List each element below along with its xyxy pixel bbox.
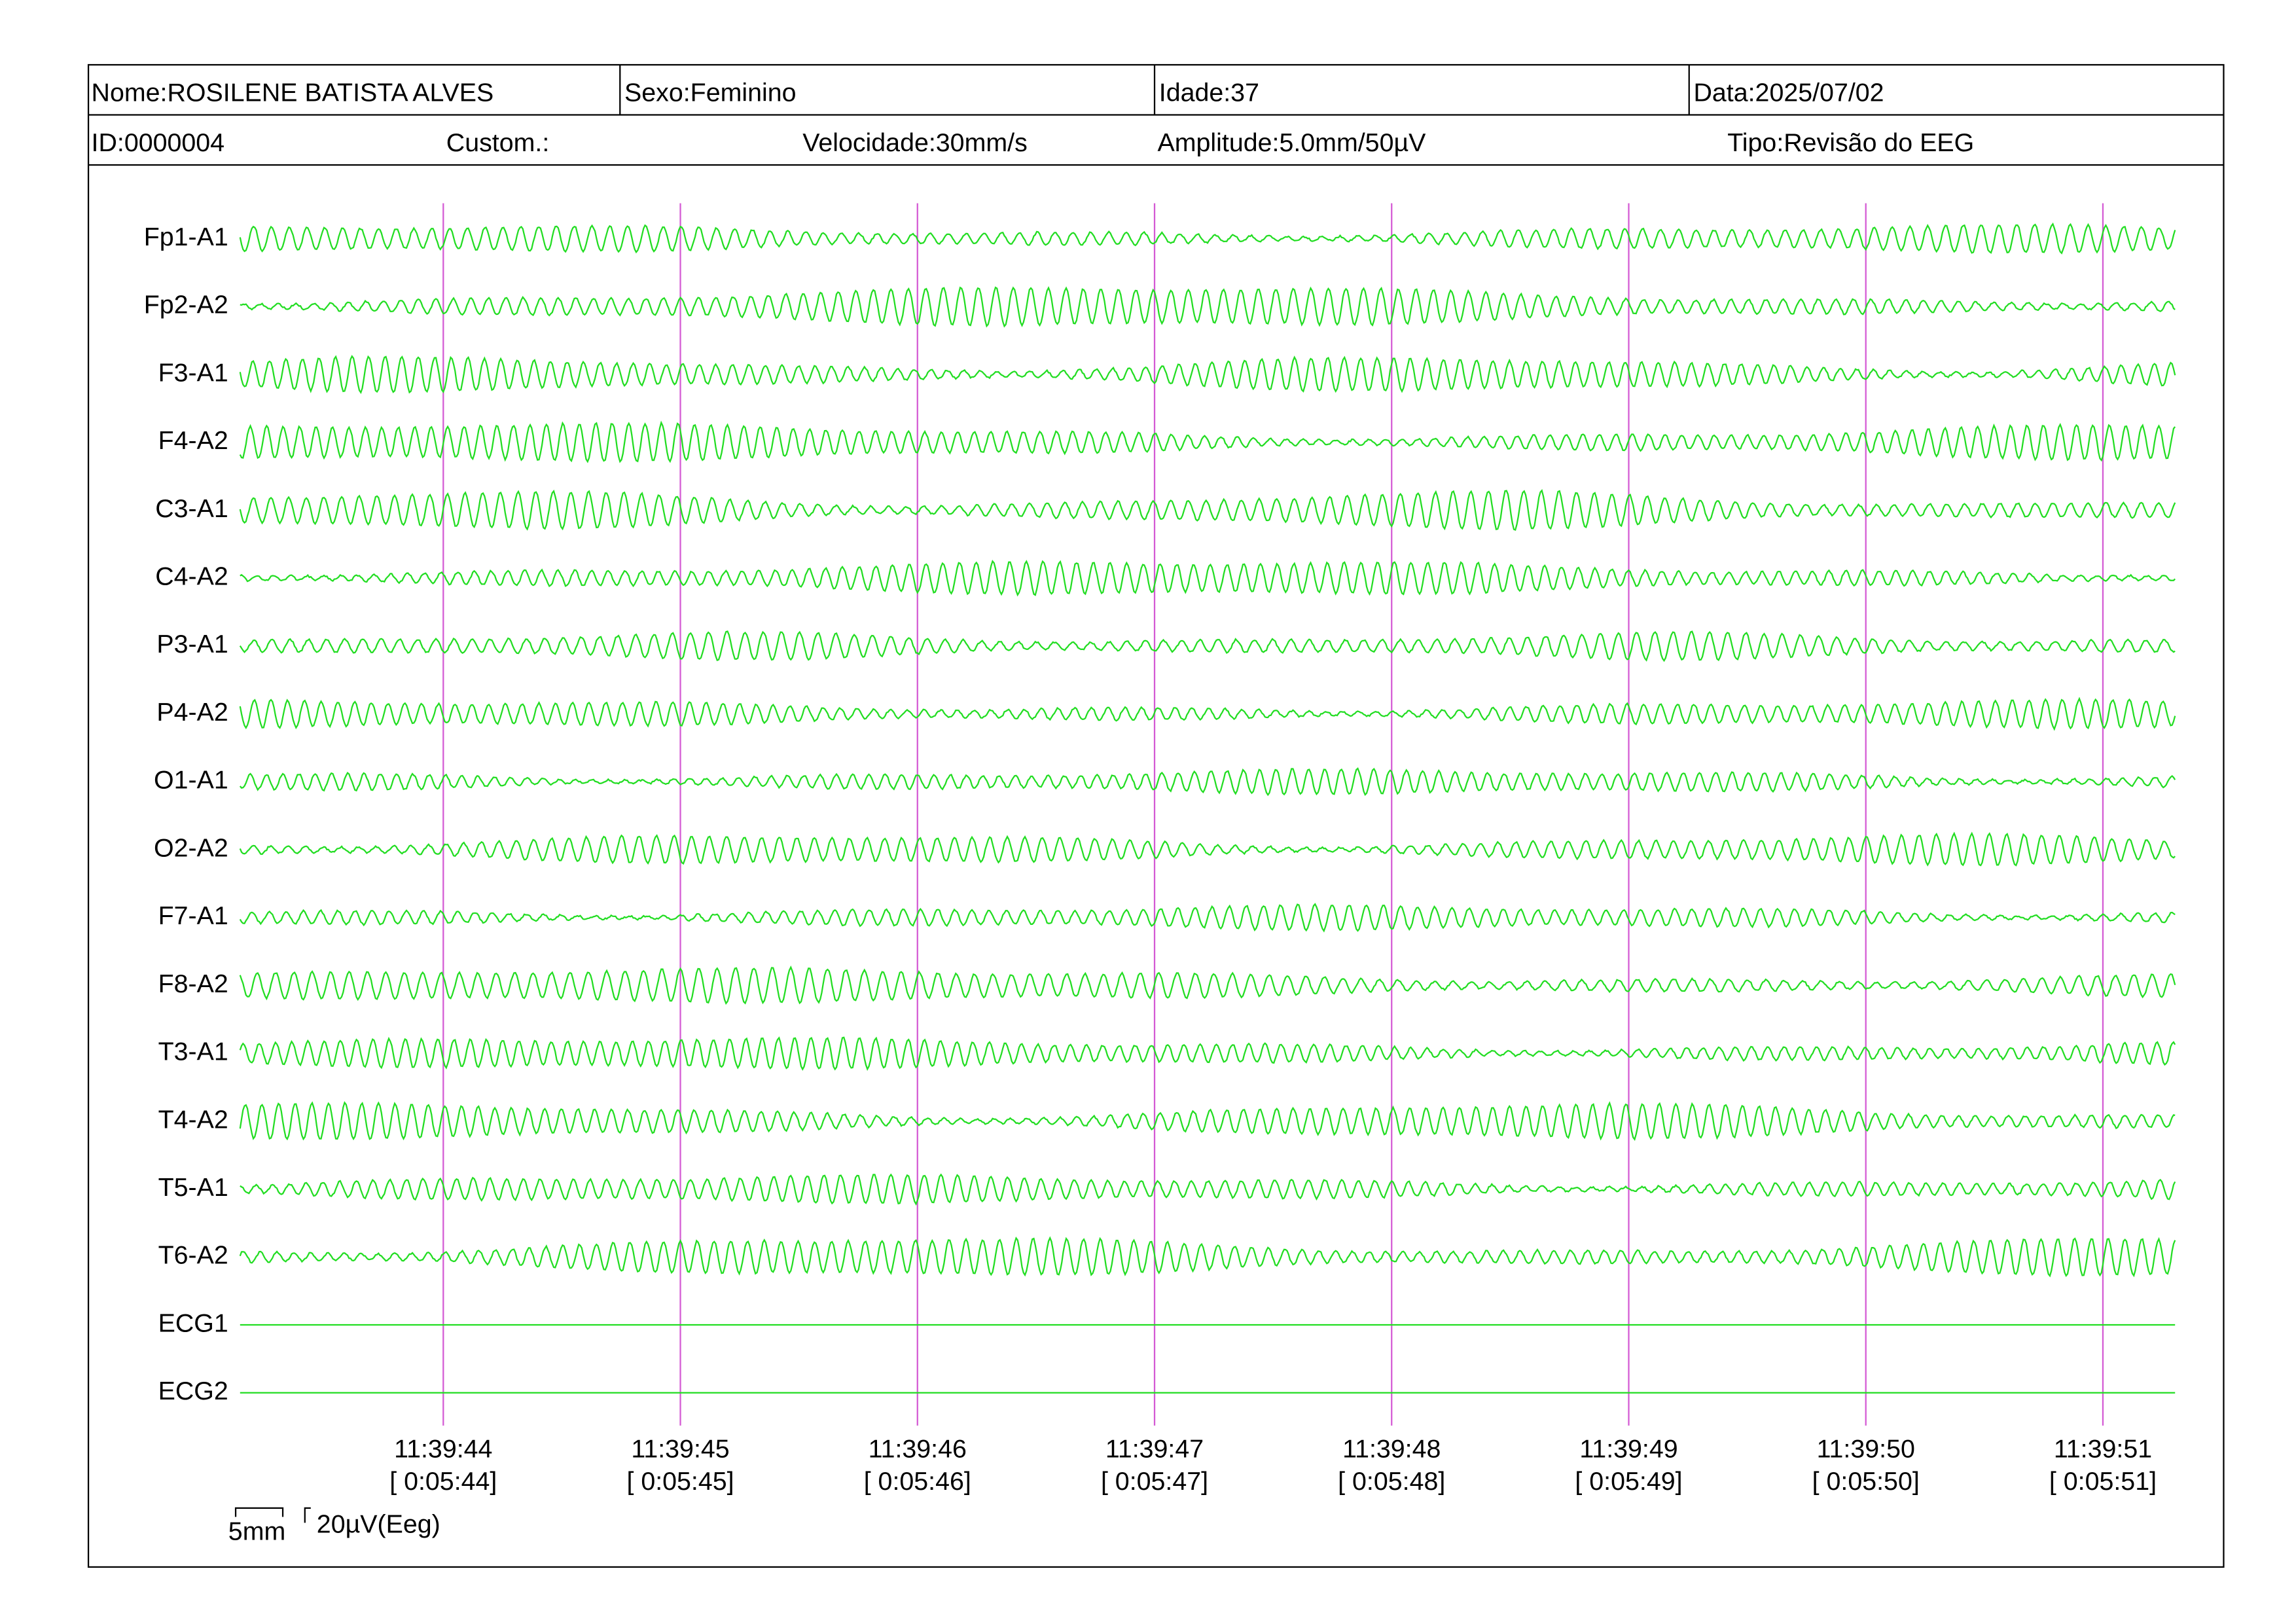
- page-border: [87, 63, 2225, 1568]
- review-type: Tipo:Revisão do EEG: [1727, 128, 1974, 157]
- eeg-trace: [239, 489, 2176, 532]
- channel-label: F8-A2: [158, 969, 228, 998]
- elapsed-time: [ 0:05:44]: [389, 1467, 497, 1496]
- clock-time: 11:39:45: [631, 1435, 729, 1464]
- elapsed-time: [ 0:05:48]: [1338, 1467, 1445, 1496]
- eeg-trace: [239, 630, 2176, 662]
- patient-name: Nome:ROSILENE BATISTA ALVES: [92, 78, 494, 107]
- eeg-trace: [239, 420, 2176, 463]
- channel-label: F4-A2: [158, 426, 228, 455]
- clock-time: 11:39:49: [1579, 1435, 1677, 1464]
- eeg-trace: [239, 355, 2176, 395]
- channel-label: P4-A2: [156, 698, 228, 727]
- channel-label: F3-A1: [158, 358, 228, 387]
- channel-label: T6-A2: [158, 1241, 228, 1270]
- clock-time: 11:39:44: [394, 1435, 492, 1464]
- channel-label: T3-A1: [158, 1038, 228, 1066]
- elapsed-time: [ 0:05:50]: [1812, 1467, 1920, 1496]
- patient-sex: Sexo:Feminino: [624, 78, 797, 107]
- elapsed-time: [ 0:05:47]: [1101, 1467, 1208, 1496]
- eeg-trace: [240, 1173, 2176, 1206]
- custom-field: Custom.:: [446, 128, 549, 157]
- eeg-trace: [239, 1236, 2176, 1278]
- channel-label: T5-A1: [158, 1173, 228, 1202]
- clock-time: 11:39:51: [2054, 1435, 2152, 1464]
- channel-label: O1-A1: [154, 766, 228, 795]
- channel-label: F7-A1: [158, 901, 228, 930]
- channel-label: Fp2-A2: [144, 291, 228, 319]
- record-date: Data:2025/07/02: [1693, 78, 1884, 107]
- patient-id: ID:0000004: [92, 128, 225, 157]
- eeg-trace: [239, 767, 2176, 797]
- channel-label: P3-A1: [156, 630, 228, 659]
- eeg-trace: [240, 560, 2176, 597]
- elapsed-time: [ 0:05:51]: [2049, 1467, 2157, 1496]
- speed: Velocidade:30mm/s: [802, 128, 1028, 157]
- scale-bracket: [304, 1507, 311, 1523]
- eeg-trace: [239, 696, 2176, 731]
- clock-time: 11:39:47: [1105, 1435, 1204, 1464]
- clock-time: 11:39:50: [1817, 1435, 1915, 1464]
- eeg-trace: [239, 1036, 2176, 1071]
- channel-label: C4-A2: [155, 562, 228, 591]
- patient-age: Idade:37: [1159, 78, 1259, 107]
- elapsed-time: [ 0:05:45]: [626, 1467, 734, 1496]
- eeg-trace: [239, 1101, 2176, 1141]
- scale-length: 5mm: [228, 1517, 285, 1546]
- elapsed-time: [ 0:05:46]: [864, 1467, 971, 1496]
- eeg-trace: [240, 286, 2176, 328]
- eeg-trace: [239, 903, 2176, 933]
- elapsed-time: [ 0:05:49]: [1575, 1467, 1682, 1496]
- eeg-trace: [239, 831, 2176, 867]
- eeg-trace: [239, 222, 2176, 255]
- eeg-trace: [239, 965, 2176, 1005]
- clock-time: 11:39:48: [1342, 1435, 1441, 1464]
- channel-label: C3-A1: [155, 494, 228, 523]
- channel-label: O2-A2: [154, 833, 228, 862]
- channel-label: Fp1-A1: [144, 223, 228, 251]
- channel-label: ECG2: [158, 1377, 228, 1405]
- channel-label: T4-A2: [158, 1105, 228, 1134]
- channel-label: ECG1: [158, 1308, 228, 1337]
- scale-bar: [234, 1507, 284, 1517]
- amplitude: Amplitude:5.0mm/50µV: [1158, 128, 1427, 157]
- clock-time: 11:39:46: [869, 1435, 967, 1464]
- scale-voltage: 20µV(Eeg): [317, 1509, 440, 1538]
